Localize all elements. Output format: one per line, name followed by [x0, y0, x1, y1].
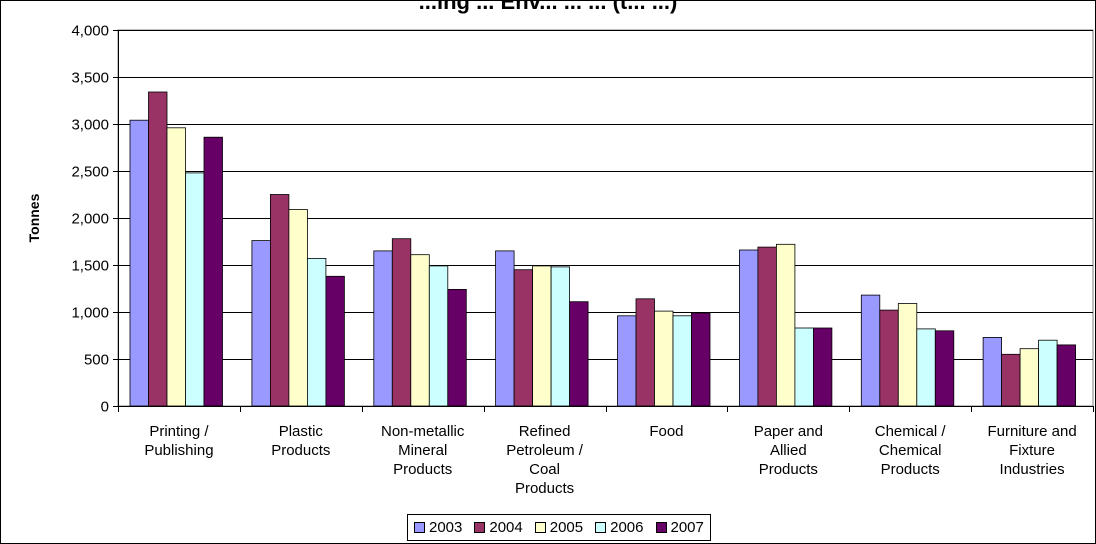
bar-2003-2 [373, 250, 393, 407]
bar-2007-4 [691, 312, 711, 407]
bar-2003-4 [617, 315, 637, 407]
legend-item: 2007 [655, 519, 704, 536]
bar-2004-4 [635, 298, 655, 407]
bar-2004-3 [513, 269, 533, 407]
bar-2006-7 [1038, 339, 1058, 407]
bar-2003-3 [495, 250, 515, 407]
bar-2007-1 [325, 275, 345, 407]
bar-2007-5 [813, 327, 833, 407]
bar-2005-6 [897, 303, 918, 407]
legend-label: 2004 [489, 519, 523, 536]
legend-swatch [414, 522, 425, 533]
bar-2004-7 [1001, 353, 1021, 407]
bar-2006-2 [428, 265, 449, 407]
legend-label: 2003 [429, 519, 463, 536]
bar-2007-3 [569, 301, 589, 407]
legend-item: 2006 [595, 519, 644, 536]
x-tick-label: Non-metallic Mineral Products [381, 423, 465, 478]
y-tick-label: 1,500 [71, 258, 109, 275]
legend-label: 2007 [670, 519, 704, 536]
legend-label: 2006 [610, 519, 644, 536]
bar-2003-0 [129, 119, 149, 407]
bar-2005-1 [288, 209, 308, 407]
bar-2007-7 [1056, 344, 1076, 407]
legend: 2003 2004 2005 2006 2007 [407, 514, 711, 541]
y-tick-label: 3,500 [71, 70, 109, 87]
y-tick-label: 3,000 [71, 117, 109, 134]
legend-swatch [474, 522, 486, 533]
bar-2003-1 [251, 240, 271, 407]
bar-2006-3 [550, 266, 570, 407]
bar-2004-2 [391, 238, 412, 407]
legend-swatch [655, 522, 667, 533]
y-tick-label: 2,000 [71, 211, 109, 228]
legend-item: 2003 [414, 519, 462, 536]
x-tick-label: Furniture and Fixture Industries [987, 423, 1077, 478]
x-tick-label: Refined Petroleum / Coal Products [506, 423, 583, 497]
bar-2005-3 [532, 265, 552, 407]
x-tick-label: Printing / Publishing [144, 423, 214, 459]
bar-2006-5 [794, 327, 814, 407]
bar-2004-0 [148, 91, 168, 407]
bar-2006-0 [185, 172, 205, 407]
bar-2006-6 [916, 328, 936, 407]
x-tick-label: Chemical / Chemical Products [874, 423, 946, 478]
bar-2005-7 [1019, 348, 1039, 407]
y-tick-label: 4,000 [71, 23, 109, 40]
bar-2004-1 [269, 194, 290, 407]
y-tick-label: 1,000 [71, 305, 109, 322]
legend-swatch [534, 522, 546, 533]
bar-2007-6 [934, 330, 955, 407]
bar-2007-0 [203, 136, 223, 407]
bar-2005-0 [166, 127, 186, 407]
bar-2005-5 [776, 243, 796, 407]
legend-item: 2005 [534, 519, 584, 536]
bar-2006-4 [672, 315, 692, 407]
y-tick-label: 500 [84, 352, 109, 369]
bar-2003-5 [739, 249, 759, 407]
legend-swatch [595, 522, 607, 533]
bar-2003-6 [860, 294, 881, 407]
chart-title: ...ing ... Env... ... ... (t... ...) [418, 0, 678, 14]
bar-2004-6 [879, 309, 899, 407]
y-tick-label: 0 [101, 399, 109, 416]
y-axis-label: Tonnes [26, 193, 42, 242]
x-tick-label: Paper and Allied Products [753, 423, 823, 478]
x-tick-label: Plastic Products [271, 423, 331, 459]
bar-2005-4 [654, 310, 674, 407]
bar-2004-5 [757, 246, 777, 407]
y-tick-label: 2,500 [71, 164, 109, 181]
bar-2003-7 [982, 336, 1002, 407]
legend-item: 2004 [474, 519, 523, 536]
bar-2005-2 [410, 254, 430, 407]
bar-2006-1 [306, 257, 327, 407]
legend-label: 2005 [549, 519, 584, 536]
bar-2007-2 [447, 288, 467, 407]
x-tick-label: Food [649, 423, 684, 440]
